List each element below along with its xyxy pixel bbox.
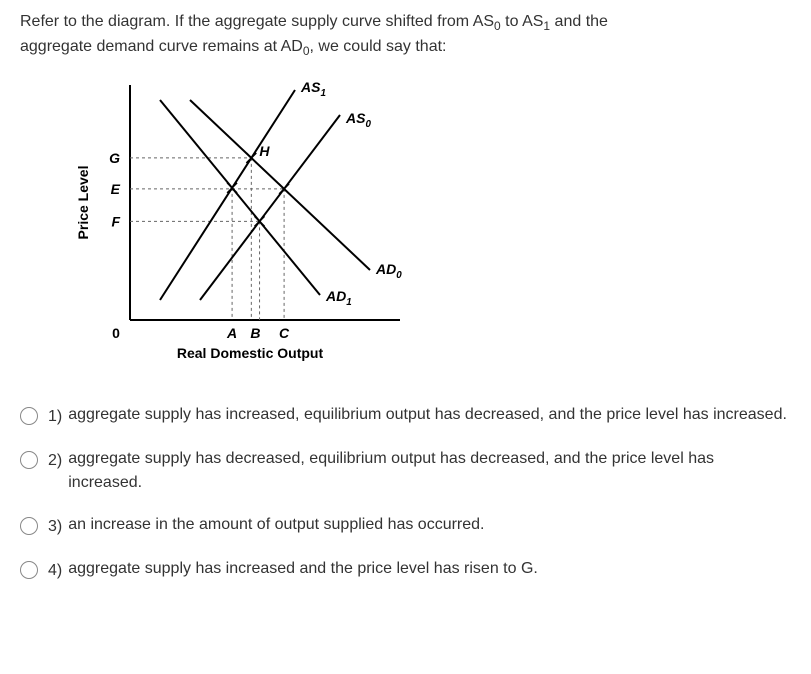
svg-text:H: H bbox=[259, 143, 270, 159]
option-number: 3) bbox=[48, 515, 62, 539]
q-sub3: 0 bbox=[303, 44, 310, 58]
radio-icon[interactable] bbox=[20, 407, 38, 425]
svg-text:C: C bbox=[279, 325, 290, 341]
question-text: Refer to the diagram. If the aggregate s… bbox=[20, 10, 791, 60]
q-line1-post: and the bbox=[550, 13, 608, 30]
options-list: 1) aggregate supply has increased, equil… bbox=[20, 403, 791, 583]
svg-text:AS0: AS0 bbox=[345, 110, 371, 130]
option-text: aggregate supply has increased, equilibr… bbox=[68, 403, 791, 427]
q-line1-pre: Refer to the diagram. If the aggregate s… bbox=[20, 13, 494, 30]
svg-text:G: G bbox=[109, 150, 120, 166]
svg-text:AD0: AD0 bbox=[375, 261, 402, 281]
option-number: 1) bbox=[48, 405, 62, 429]
radio-icon[interactable] bbox=[20, 517, 38, 535]
option-1[interactable]: 1) aggregate supply has increased, equil… bbox=[20, 403, 791, 429]
q-line1-mid: to AS bbox=[501, 13, 544, 30]
option-text: an increase in the amount of output supp… bbox=[68, 513, 791, 537]
option-number: 2) bbox=[48, 449, 62, 473]
option-3[interactable]: 3) an increase in the amount of output s… bbox=[20, 513, 791, 539]
svg-text:Real Domestic Output: Real Domestic Output bbox=[177, 345, 324, 361]
option-number: 4) bbox=[48, 559, 62, 583]
q-sub1: 0 bbox=[494, 19, 501, 33]
radio-icon[interactable] bbox=[20, 451, 38, 469]
svg-text:A: A bbox=[226, 325, 237, 341]
svg-text:E: E bbox=[111, 181, 121, 197]
svg-text:AD1: AD1 bbox=[325, 288, 352, 308]
option-4[interactable]: 4) aggregate supply has increased and th… bbox=[20, 557, 791, 583]
q-line2-pre: aggregate demand curve remains at AD bbox=[20, 38, 303, 55]
as-ad-diagram: AS1 AS0 AD0 AD1 H G F E AB C 0 Price Level Real Dome… bbox=[70, 70, 430, 370]
svg-text:AS1: AS1 bbox=[300, 79, 326, 99]
svg-text:Price Level: Price Level bbox=[75, 166, 91, 240]
svg-text:0: 0 bbox=[112, 325, 120, 341]
q-line2-post: , we could say that: bbox=[310, 38, 447, 55]
diagram-container: AS1 AS0 AD0 AD1 H G F E AB C 0 Price Level Real Dome… bbox=[70, 70, 791, 378]
option-text: aggregate supply has decreased, equilibr… bbox=[68, 447, 791, 495]
svg-text:B: B bbox=[250, 325, 260, 341]
svg-text:F: F bbox=[111, 214, 120, 230]
option-text: aggregate supply has increased and the p… bbox=[68, 557, 791, 581]
option-2[interactable]: 2) aggregate supply has decreased, equil… bbox=[20, 447, 791, 495]
radio-icon[interactable] bbox=[20, 561, 38, 579]
